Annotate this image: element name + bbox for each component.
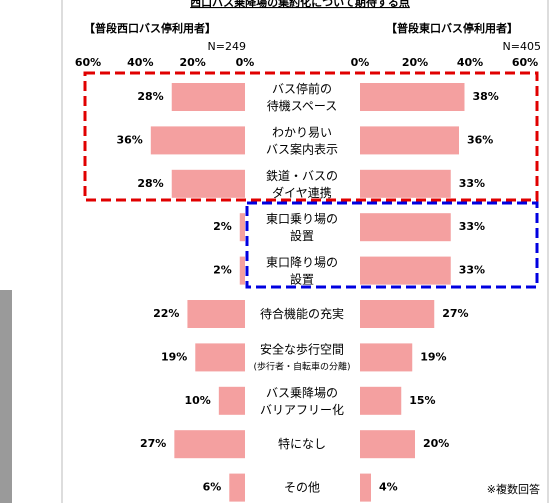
category-line: バリアフリー化	[260, 402, 344, 416]
bar	[151, 126, 245, 154]
value-label: 28%	[137, 177, 163, 190]
category-line: バス案内表示	[266, 141, 338, 156]
note: ※複数回答	[487, 482, 540, 496]
bar	[360, 300, 434, 328]
bar	[360, 387, 401, 415]
category-line: 東口乗り場の	[266, 212, 338, 226]
bar	[195, 343, 245, 371]
left-title: 【普段西口バス停利用者】	[84, 21, 216, 35]
bar	[360, 126, 459, 154]
bar	[360, 474, 371, 502]
value-label: 10%	[184, 394, 210, 407]
photo-edge	[0, 290, 12, 503]
value-label: 33%	[459, 177, 485, 190]
left-n: N=249	[208, 40, 246, 53]
value-label: 20%	[423, 437, 449, 450]
category-line: わかり易い	[272, 125, 332, 139]
category-line: 東口降り場の	[266, 255, 338, 269]
category-label: 鉄道・バスのダイヤ連携	[266, 167, 338, 199]
category-label: わかり易いバス案内表示	[266, 125, 338, 156]
category-label: 待合機能の充実	[260, 306, 344, 321]
value-label: 19%	[161, 350, 187, 363]
x-tick-label: 0%	[351, 56, 370, 69]
category-line: 特になし	[278, 436, 326, 451]
bar	[360, 170, 451, 198]
category-line: (歩行者・自転車の分離)	[253, 360, 350, 372]
category-label: 特になし	[278, 436, 326, 451]
bar	[360, 213, 451, 241]
value-label: 19%	[420, 350, 446, 363]
bar	[360, 343, 412, 371]
bar	[174, 430, 245, 458]
right-n: N=405	[503, 40, 541, 53]
category-label: その他	[284, 480, 320, 494]
right-title: 【普段東口バス停利用者】	[386, 21, 518, 35]
chart: 西口バス乗降場の集約化について期待する点 【普段西口バス停利用者】 【普段東口バ…	[0, 0, 555, 503]
value-label: 36%	[467, 133, 493, 146]
bar	[360, 83, 465, 111]
category-line: その他	[284, 480, 320, 494]
category-line: 待機スペース	[267, 98, 338, 113]
chart-title: 西口バス乗降場の集約化について期待する点	[190, 0, 410, 9]
x-tick-label: 40%	[457, 56, 483, 69]
value-label: 33%	[459, 220, 485, 233]
x-tick-label: 20%	[179, 56, 205, 69]
category-line: バス停前の	[272, 81, 332, 96]
value-label: 2%	[213, 220, 232, 233]
x-tick-label: 60%	[75, 56, 101, 69]
bar	[172, 83, 245, 111]
category-line: 安全な歩行空間	[260, 341, 344, 356]
category-line: 待合機能の充実	[260, 306, 344, 321]
bar	[360, 430, 415, 458]
value-label: 15%	[409, 394, 435, 407]
category-label: 東口乗り場の設置	[266, 212, 338, 243]
category-label: 東口降り場の設置	[266, 255, 338, 286]
value-label: 27%	[140, 437, 166, 450]
value-label: 28%	[137, 90, 163, 103]
value-label: 22%	[153, 307, 179, 320]
bar	[187, 300, 245, 328]
value-label: 38%	[473, 90, 499, 103]
value-label: 2%	[213, 264, 232, 277]
category-label: 安全な歩行空間 (歩行者・自転車の分離)	[253, 341, 350, 372]
category-line: 設置	[290, 228, 314, 243]
x-tick-label: 20%	[402, 56, 428, 69]
category-line: 鉄道・バスの	[266, 167, 338, 182]
category-label: バス乗降場のバリアフリー化	[260, 385, 344, 416]
category-line: 設置	[290, 271, 314, 286]
bar	[172, 170, 245, 198]
bar	[240, 257, 245, 285]
value-label: 6%	[203, 481, 222, 494]
x-tick-label: 0%	[236, 56, 255, 69]
x-tick-label: 60%	[512, 56, 538, 69]
x-tick-label: 40%	[127, 56, 153, 69]
category-label: バス停前の待機スペース	[267, 81, 338, 113]
category-line: ダイヤ連携	[272, 184, 332, 199]
category-line: バス乗降場の	[266, 385, 338, 399]
value-label: 36%	[116, 133, 142, 146]
bar	[229, 474, 245, 502]
value-label: 27%	[442, 307, 468, 320]
bar	[360, 257, 451, 285]
bar	[240, 213, 245, 241]
bar	[219, 387, 245, 415]
value-label: 33%	[459, 264, 485, 277]
value-label: 4%	[379, 481, 398, 494]
